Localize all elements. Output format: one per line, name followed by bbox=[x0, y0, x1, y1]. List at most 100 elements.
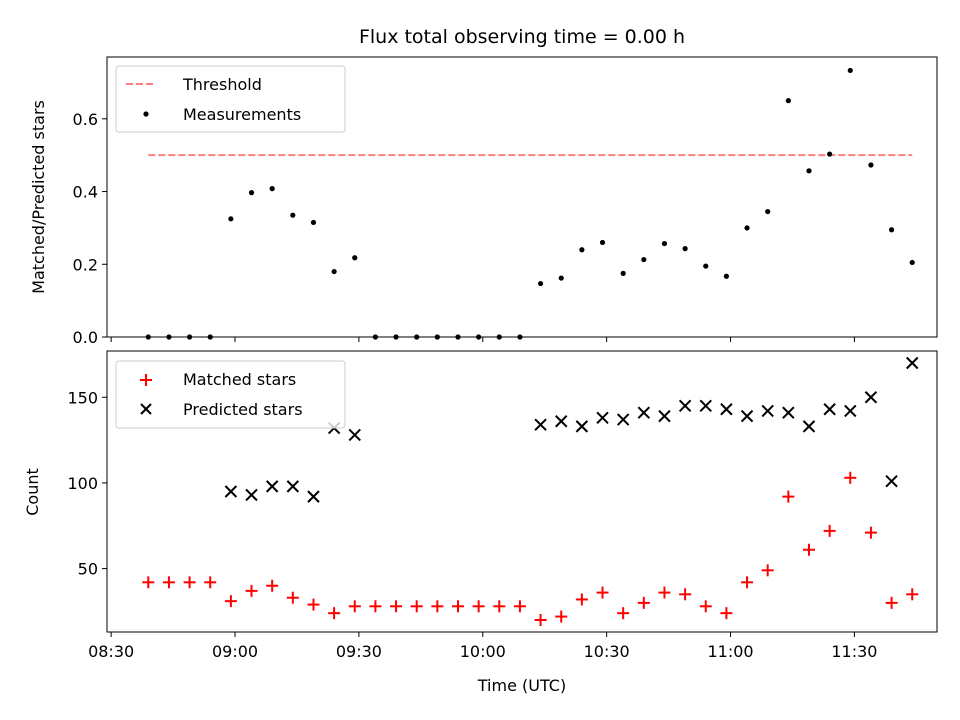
matched-point bbox=[906, 588, 919, 601]
measurement-point bbox=[331, 268, 337, 275]
measurement-point bbox=[888, 227, 895, 233]
predicted-point bbox=[782, 406, 795, 419]
predicted-point bbox=[224, 485, 238, 498]
x-tick-label: 11:30 bbox=[831, 642, 877, 661]
measurement-point bbox=[290, 212, 296, 218]
matched-point bbox=[555, 610, 568, 623]
measurement-point bbox=[744, 225, 750, 231]
top-legend-box bbox=[115, 65, 346, 133]
predicted-point bbox=[658, 409, 671, 423]
matched-point bbox=[844, 471, 857, 484]
bottom-plot-area bbox=[142, 356, 919, 627]
predicted-point bbox=[596, 411, 609, 425]
top-axes-frame bbox=[106, 56, 938, 338]
measurement-point bbox=[248, 190, 255, 196]
predicted-point bbox=[534, 418, 547, 431]
bottom-axes-frame bbox=[106, 350, 938, 633]
x-tick-label: 09:30 bbox=[336, 642, 382, 661]
measurement-point bbox=[599, 239, 606, 246]
top-y-axis: 0.0 0.2 0.4 0.6 bbox=[73, 110, 107, 347]
matched-point bbox=[658, 586, 671, 599]
bottom-y-tick-label: 50 bbox=[78, 560, 98, 579]
x-tick-label: 11:00 bbox=[707, 642, 753, 661]
matched-point bbox=[328, 607, 341, 620]
matched-point bbox=[472, 600, 485, 613]
predicted-legend-marker bbox=[140, 403, 152, 415]
top-y-tick-label: 0.2 bbox=[73, 255, 98, 274]
matched-point bbox=[534, 614, 547, 627]
bottom-y-axis: 50 100 150 bbox=[67, 388, 107, 579]
measurement-point bbox=[703, 263, 709, 269]
matched-point bbox=[410, 600, 423, 613]
predicted-point bbox=[864, 391, 878, 404]
bottom-panel: 50 100 150 08:30 09:00 09:30 10:00 10:30 11:00 1… bbox=[23, 350, 938, 695]
top-y-tick-label: 0.6 bbox=[73, 110, 98, 129]
matched-point bbox=[720, 607, 733, 620]
matched-point bbox=[142, 576, 155, 589]
matched-point bbox=[761, 564, 774, 577]
bottom-y-tick-label: 100 bbox=[67, 474, 98, 493]
predicted-point bbox=[740, 409, 754, 423]
matched-legend-label: Matched stars bbox=[183, 370, 296, 389]
measurement-point bbox=[765, 208, 771, 215]
x-tick-label: 10:30 bbox=[584, 642, 630, 661]
bottom-y-axis-label: Count bbox=[23, 468, 42, 516]
matched-point bbox=[782, 490, 795, 503]
matched-point bbox=[741, 576, 754, 589]
matched-point bbox=[162, 576, 175, 589]
matched-point bbox=[885, 596, 898, 609]
measurement-point bbox=[847, 67, 853, 74]
matched-point bbox=[575, 593, 588, 606]
x-tick-label: 08:30 bbox=[88, 642, 134, 661]
matched-point bbox=[451, 600, 464, 613]
matched-point bbox=[513, 600, 526, 613]
matched-point bbox=[390, 600, 403, 613]
predicted-point bbox=[616, 413, 630, 426]
top-legend: Threshold Measurements bbox=[115, 65, 346, 133]
threshold-legend-label: Threshold bbox=[182, 75, 262, 94]
measurement-point bbox=[909, 259, 915, 266]
top-x-ticks bbox=[110, 337, 855, 342]
bottom-x-axis: 08:30 09:00 09:30 10:00 10:30 11:00 11:30 bbox=[88, 632, 877, 661]
measurement-point bbox=[682, 246, 688, 252]
measurement-point bbox=[310, 219, 317, 226]
matched-point bbox=[224, 595, 237, 608]
measurement-point bbox=[785, 98, 791, 104]
chart-title: Flux total observing time = 0.00 h bbox=[359, 26, 685, 48]
predicted-point bbox=[575, 420, 589, 433]
x-tick-label: 10:00 bbox=[460, 642, 506, 661]
predicted-legend-label: Predicted stars bbox=[183, 400, 303, 419]
predicted-point bbox=[885, 475, 898, 488]
matched-point bbox=[369, 600, 382, 613]
measurement-point bbox=[352, 255, 358, 261]
bottom-legend-box bbox=[115, 360, 346, 429]
matched-point bbox=[204, 576, 217, 589]
x-tick-label: 09:00 bbox=[212, 642, 258, 661]
matched-point bbox=[245, 584, 258, 597]
measurement-point bbox=[806, 168, 812, 174]
matched-point bbox=[183, 576, 196, 589]
predicted-point bbox=[699, 399, 712, 413]
top-y-tick-label: 0.0 bbox=[73, 328, 98, 347]
predicted-point bbox=[906, 356, 919, 370]
predicted-point bbox=[761, 404, 774, 418]
predicted-point bbox=[307, 490, 320, 503]
matched-legend-marker bbox=[140, 374, 152, 386]
predicted-point bbox=[844, 404, 857, 418]
matched-point bbox=[266, 579, 279, 592]
measurement-point bbox=[269, 186, 275, 192]
measurement-point bbox=[579, 247, 585, 253]
measurement-point bbox=[868, 162, 874, 168]
matched-point bbox=[307, 598, 320, 611]
matched-point bbox=[802, 543, 815, 556]
predicted-point bbox=[678, 399, 692, 413]
matched-point bbox=[617, 607, 630, 620]
matched-point bbox=[679, 588, 692, 601]
measurements-legend-label: Measurements bbox=[183, 105, 301, 124]
matched-point bbox=[431, 600, 444, 613]
measurement-point bbox=[827, 151, 833, 157]
matched-point bbox=[864, 526, 877, 539]
predicted-point bbox=[823, 403, 836, 416]
measurement-point bbox=[641, 256, 647, 263]
